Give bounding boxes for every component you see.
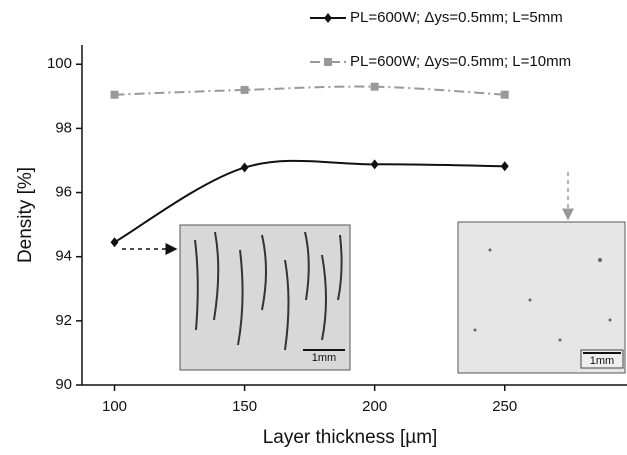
scale-label: 1mm: [590, 355, 614, 367]
point: [501, 161, 509, 171]
page: {"chart_data": {"type": "line", "x_label…: [0, 0, 627, 455]
x-tick-label: 250: [492, 398, 517, 415]
y-tick-label: 90: [55, 376, 72, 393]
inset-left: [180, 225, 350, 370]
y-tick-label: 96: [55, 184, 72, 201]
y-tick-label: 98: [55, 119, 72, 136]
scale-label: 1mm: [312, 352, 336, 364]
y-tick-label: 94: [55, 248, 72, 265]
x-tick-label: 150: [232, 398, 257, 415]
legend-marker: [324, 13, 332, 23]
point: [371, 83, 379, 91]
point: [111, 237, 119, 247]
point: [111, 91, 119, 99]
chart: Layer thickness [µm] Density [%] 1mm 1mm…: [0, 0, 627, 450]
point: [241, 163, 249, 173]
legend-label: PL=600W; Δys=0.5mm; L=10mm: [350, 53, 571, 70]
point: [371, 159, 379, 169]
inset-right: [458, 222, 625, 373]
y-axis-label: Density [%]: [15, 167, 36, 263]
y-tick-label: 92: [55, 312, 72, 329]
legend-marker: [324, 58, 332, 66]
series-line: [115, 87, 505, 95]
x-tick-label: 200: [362, 398, 387, 415]
x-axis-label: Layer thickness [µm]: [263, 427, 438, 448]
point: [241, 86, 249, 94]
point: [501, 91, 509, 99]
legend-label: PL=600W; Δys=0.5mm; L=5mm: [350, 9, 563, 26]
x-tick-label: 100: [102, 398, 127, 415]
y-tick-label: 100: [47, 55, 72, 72]
